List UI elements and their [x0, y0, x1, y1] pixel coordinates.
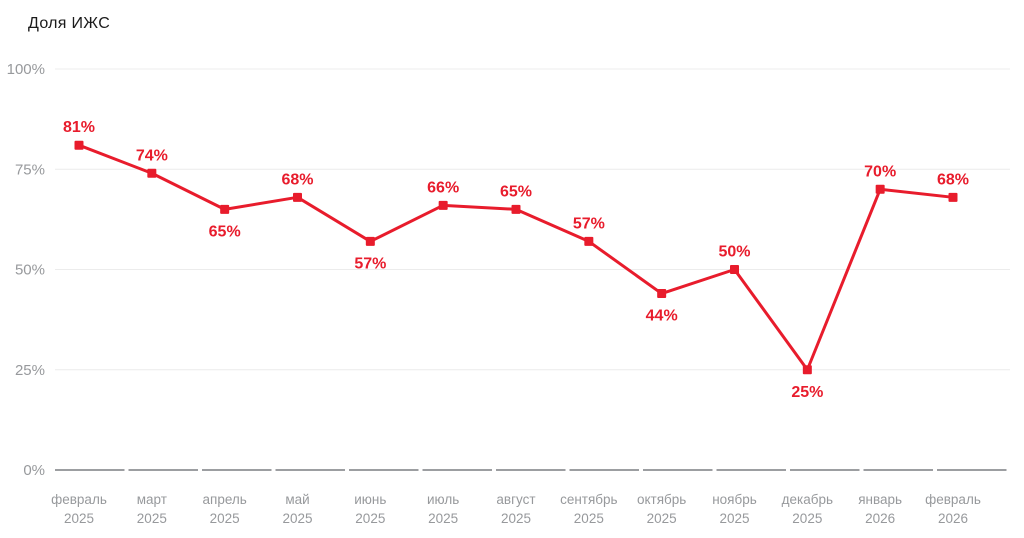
trend-line	[77, 143, 955, 372]
y-axis-label: 0%	[23, 462, 45, 479]
x-axis-label-month: август	[496, 492, 535, 507]
data-point-label: 57%	[354, 255, 386, 272]
data-point-label: 25%	[791, 384, 823, 401]
chart-title: Доля ИЖС	[28, 15, 111, 32]
y-axis-label: 75%	[15, 161, 45, 178]
x-axis-label-month: июль	[427, 492, 459, 507]
data-point-label: 68%	[937, 171, 969, 188]
data-point-marker	[657, 289, 667, 299]
data-point-marker	[584, 236, 594, 246]
data-point-label: 65%	[500, 183, 532, 200]
x-axis-label-month: ноябрь	[712, 492, 757, 507]
x-axis-label-year: 2025	[501, 511, 531, 526]
data-point-marker	[220, 204, 230, 214]
data-point-label: 57%	[573, 215, 605, 232]
data-point-label: 68%	[281, 171, 313, 188]
data-point-marker	[438, 200, 448, 210]
data-point-marker	[147, 168, 157, 178]
data-point-label: 74%	[136, 147, 168, 164]
data-point-label: 65%	[209, 223, 241, 240]
data-point-label: 66%	[427, 179, 459, 196]
x-axis-label-month: февраль	[51, 492, 107, 507]
x-axis-label-month: апрель	[203, 492, 247, 507]
data-point-marker	[802, 365, 812, 375]
x-axis-label-year: 2025	[428, 511, 458, 526]
x-axis-label-year: 2025	[647, 511, 677, 526]
x-axis-label-year: 2026	[865, 511, 895, 526]
x-axis-label-month: май	[285, 492, 309, 507]
x-axis-label-month: декабрь	[782, 492, 833, 507]
data-point-label: 70%	[864, 163, 896, 180]
x-axis-label-year: 2025	[282, 511, 312, 526]
data-point-marker	[365, 236, 375, 246]
data-point-label: 50%	[718, 244, 750, 261]
y-axis-label: 50%	[15, 262, 45, 279]
x-axis-label-month: октябрь	[637, 492, 686, 507]
y-axis-label: 100%	[7, 61, 45, 78]
x-axis-label-year: 2025	[210, 511, 240, 526]
data-point-marker	[74, 140, 84, 150]
x-axis-label-year: 2025	[792, 511, 822, 526]
x-axis-label-year: 2026	[938, 511, 968, 526]
data-point-marker	[293, 192, 302, 202]
x-axis-label-year: 2025	[574, 511, 604, 526]
data-point-label: 81%	[63, 119, 95, 136]
data-point-marker	[948, 192, 958, 202]
x-axis-label-month: март	[137, 492, 167, 507]
x-axis-label-month: июнь	[354, 492, 386, 507]
x-axis-label-month: февраль	[925, 492, 981, 507]
x-axis-label-month: сентябрь	[560, 492, 617, 507]
data-point-marker	[730, 265, 739, 274]
x-axis-label-year: 2025	[64, 511, 94, 526]
data-point-marker	[875, 184, 885, 194]
x-axis-label-year: 2025	[355, 511, 385, 526]
x-axis-label-month: январь	[858, 492, 902, 507]
data-point-label: 44%	[646, 308, 678, 325]
x-axis-label-year: 2025	[719, 511, 749, 526]
data-point-marker	[511, 204, 521, 214]
y-axis-label: 25%	[15, 362, 45, 379]
x-axis-label-year: 2025	[137, 511, 167, 526]
